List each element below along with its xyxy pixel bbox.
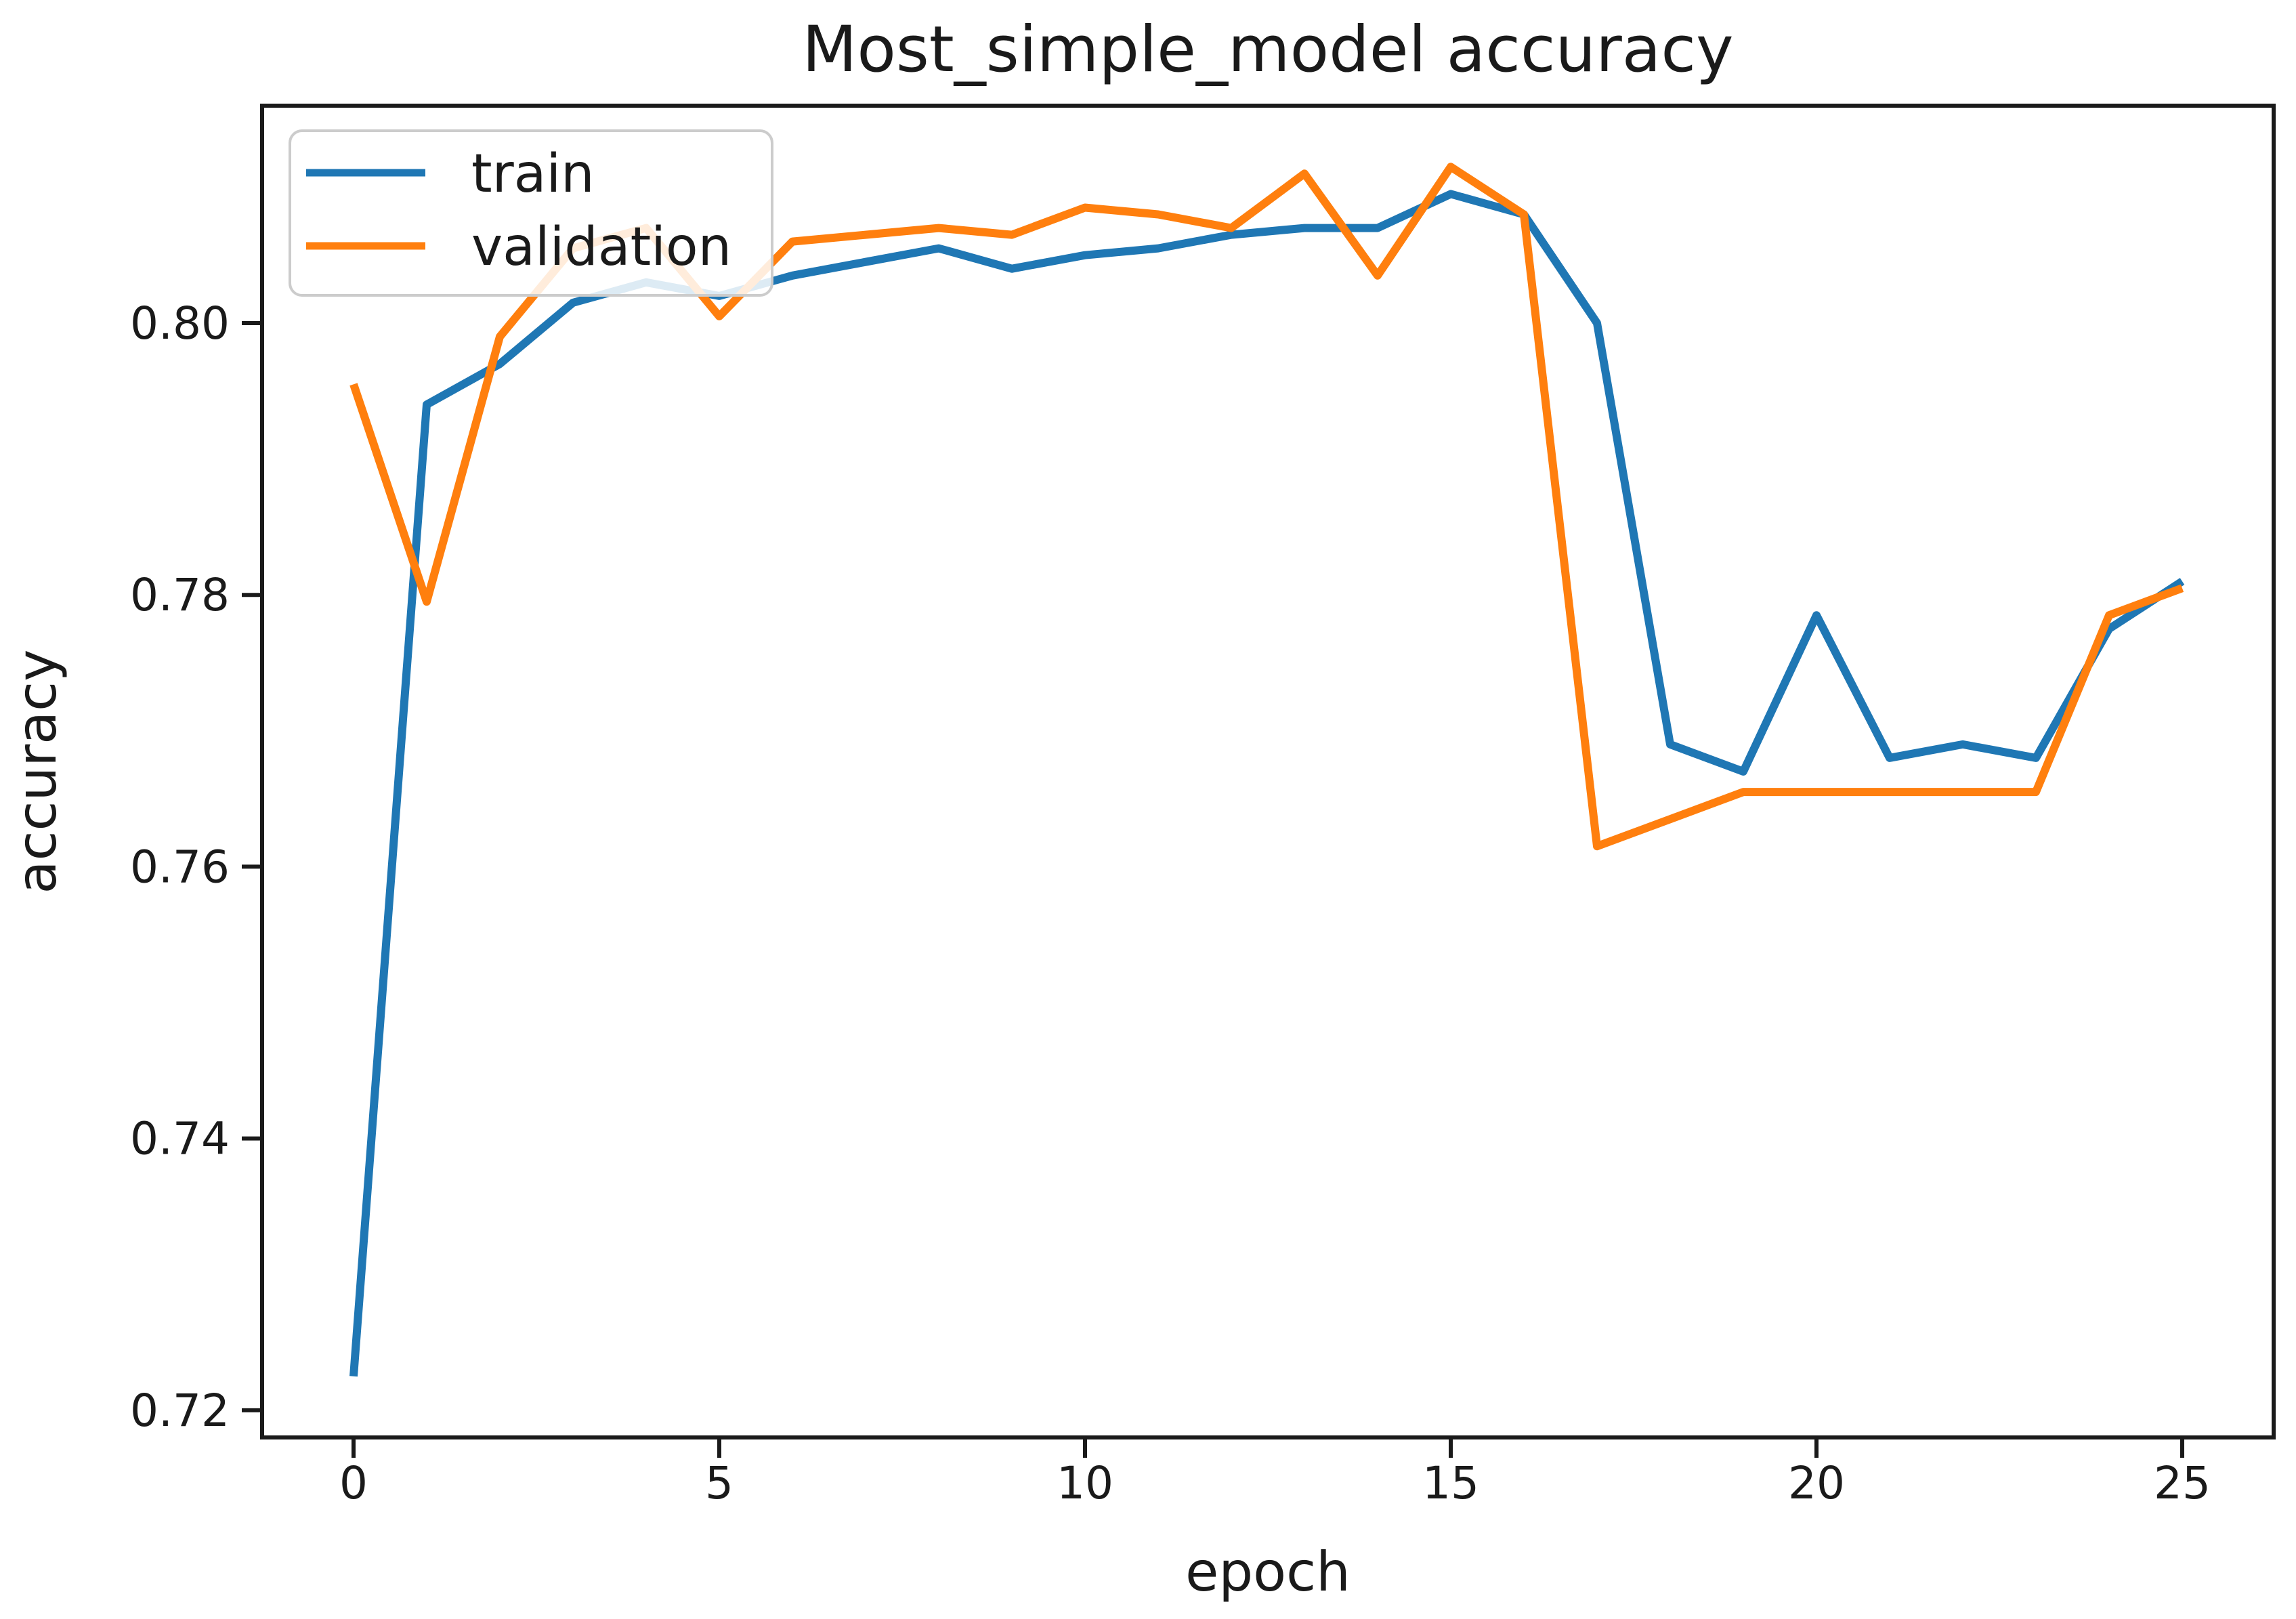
legend-train-label: train [471,144,595,205]
x-tick-label: 10 [1057,1457,1113,1509]
y-tick-label: 0.72 [130,1385,230,1437]
x-tick-label: 25 [2154,1457,2211,1509]
y-tick-label: 0.76 [130,841,230,893]
y-tick-label: 0.78 [130,569,230,621]
y-tick-label: 0.80 [130,297,230,350]
chart-title: Most_simple_model accuracy [802,13,1733,87]
axes-spines [260,104,2276,1439]
y-axis-label: accuracy [5,650,68,894]
legend: train validation [289,129,773,297]
ticks-layer: 0 5 10 15 20 25 0.72 0.74 0.76 0.78 0.80 [130,297,2211,1509]
legend-validation-label: validation [471,217,731,278]
plot-area [262,106,2274,1437]
x-axis-label: epoch [1185,1540,1351,1603]
x-tick-label: 0 [339,1457,368,1509]
x-tick-label: 15 [1422,1457,1479,1509]
x-tick-label: 5 [705,1457,734,1509]
x-tick-label: 20 [1788,1457,1845,1509]
y-tick-label: 0.74 [130,1113,230,1165]
